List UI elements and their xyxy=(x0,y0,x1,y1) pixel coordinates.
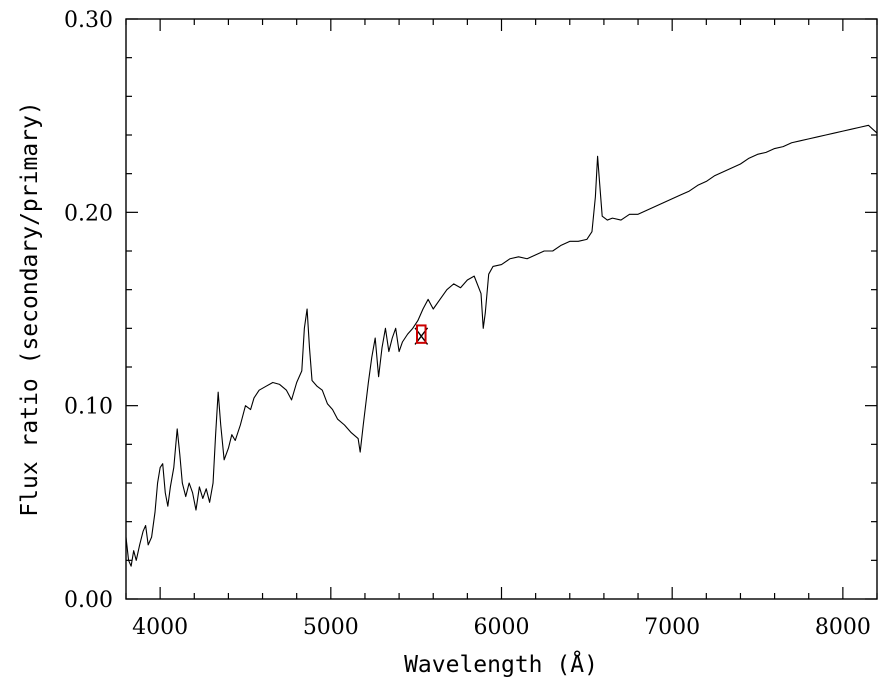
marker-square xyxy=(416,324,427,344)
x-tick-label: 6000 xyxy=(474,615,530,640)
axis-tick-labels: 4000 5000 6000 7000 8000 0.00 0.10 0.20 0.30 xyxy=(64,8,871,640)
x-axis-title: Wavelength (Å) xyxy=(404,650,598,678)
plot-frame xyxy=(125,18,878,600)
x-tick-label: 4000 xyxy=(132,615,188,640)
data-marker xyxy=(414,324,429,345)
x-tick-label: 5000 xyxy=(303,615,359,640)
y-axis-title: Flux ratio (secondary/primary) xyxy=(17,101,43,516)
y-tick-label: 0.10 xyxy=(64,395,113,420)
y-tick-label: 0.20 xyxy=(64,201,113,226)
axis-ticks xyxy=(125,18,878,600)
x-tick-label: 8000 xyxy=(815,615,871,640)
y-tick-label: 0.00 xyxy=(64,588,113,613)
x-tick-label: 7000 xyxy=(644,615,700,640)
y-tick-label: 0.30 xyxy=(64,8,113,33)
series-line xyxy=(125,124,878,567)
